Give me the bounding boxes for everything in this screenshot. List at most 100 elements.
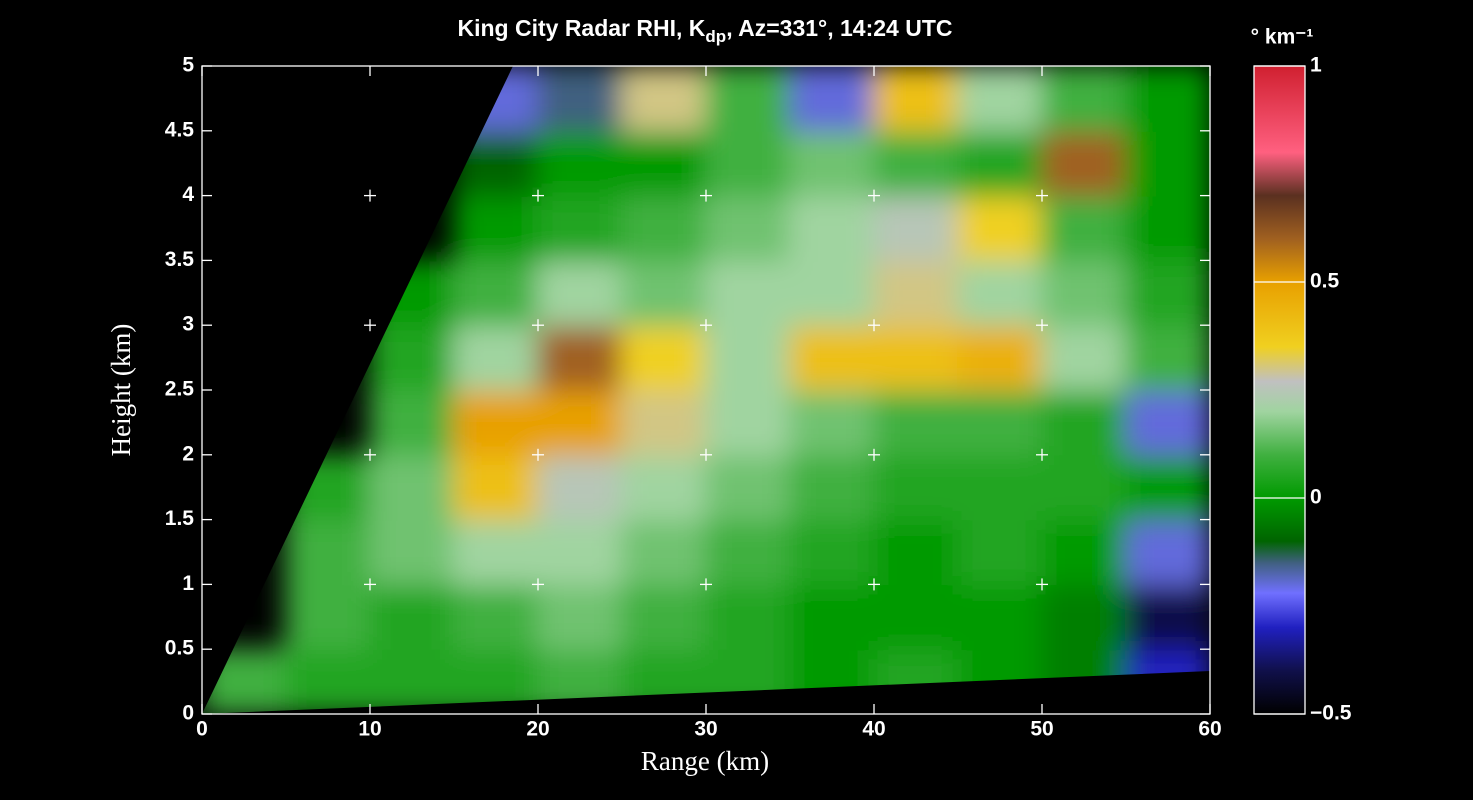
y-tick-label: 3.5 xyxy=(165,248,195,271)
cell xyxy=(453,453,539,521)
cell xyxy=(453,583,539,651)
cell xyxy=(1125,389,1210,456)
cell xyxy=(789,583,875,651)
cell xyxy=(285,518,371,586)
cell xyxy=(202,648,287,714)
cell xyxy=(873,324,959,391)
cell xyxy=(621,259,707,327)
cell xyxy=(1041,583,1127,651)
cell xyxy=(957,324,1043,391)
x-tick-label: 20 xyxy=(526,718,549,741)
cell xyxy=(621,389,707,456)
x-tick-label: 40 xyxy=(862,718,885,741)
cell xyxy=(621,129,707,197)
cell xyxy=(705,259,791,327)
cells xyxy=(202,66,1210,714)
cell xyxy=(621,66,707,132)
y-tick-label: 2 xyxy=(182,442,194,465)
cell xyxy=(369,518,455,586)
y-tick-label: 5 xyxy=(182,54,194,77)
cell xyxy=(873,129,959,197)
cell xyxy=(1041,389,1127,456)
x-tick-label: 30 xyxy=(694,718,717,741)
cell xyxy=(621,453,707,521)
cell xyxy=(537,389,623,456)
cell xyxy=(789,259,875,327)
cell xyxy=(537,518,623,586)
cell xyxy=(789,453,875,521)
cell xyxy=(537,583,623,651)
cell xyxy=(789,518,875,586)
cell xyxy=(453,259,539,327)
chart-title: King City Radar RHI, Kdp, Az=331°, 14:24… xyxy=(457,15,952,46)
cell xyxy=(873,583,959,651)
cell xyxy=(369,259,455,327)
y-tick-label: 0.5 xyxy=(165,637,195,660)
cell xyxy=(369,453,455,521)
y-tick-label: 1 xyxy=(182,572,194,595)
cell xyxy=(621,194,707,262)
cell xyxy=(1125,648,1210,714)
cell xyxy=(285,648,371,714)
cell xyxy=(705,648,791,714)
cell xyxy=(1125,66,1210,132)
cell xyxy=(789,194,875,262)
cell xyxy=(1125,194,1210,262)
cell xyxy=(537,648,623,714)
cell xyxy=(1125,259,1210,327)
cell xyxy=(789,324,875,391)
cell xyxy=(957,389,1043,456)
cell xyxy=(957,648,1043,714)
cell xyxy=(705,324,791,391)
cell xyxy=(873,389,959,456)
y-axis-label: Height (km) xyxy=(106,324,136,457)
cell xyxy=(453,129,539,197)
cell xyxy=(705,389,791,456)
cell xyxy=(873,453,959,521)
cell xyxy=(369,648,455,714)
cell xyxy=(789,129,875,197)
x-tick-label: 60 xyxy=(1198,718,1221,741)
cell xyxy=(537,194,623,262)
cell xyxy=(453,389,539,456)
colorbar-tick-label: 1 xyxy=(1310,54,1322,77)
cell xyxy=(705,129,791,197)
cell xyxy=(537,259,623,327)
cell xyxy=(957,194,1043,262)
cell xyxy=(789,389,875,456)
cell xyxy=(453,518,539,586)
y-tick-label: 3 xyxy=(182,313,194,336)
cell xyxy=(453,648,539,714)
y-tick-label: 1.5 xyxy=(165,507,195,530)
cell xyxy=(369,389,455,456)
cell xyxy=(1125,453,1210,521)
cell xyxy=(957,583,1043,651)
y-tick-label: 0 xyxy=(182,702,194,725)
cell xyxy=(957,518,1043,586)
cell xyxy=(957,129,1043,197)
cell xyxy=(873,194,959,262)
cell xyxy=(789,66,875,132)
cell xyxy=(621,518,707,586)
title-text: King City Radar RHI, K xyxy=(457,15,705,41)
cell xyxy=(621,583,707,651)
cell xyxy=(285,453,371,521)
cell xyxy=(1125,518,1210,586)
cell xyxy=(1125,129,1210,197)
y-tick-label: 2.5 xyxy=(165,378,195,401)
cell xyxy=(453,66,539,132)
colorbar xyxy=(1253,65,1306,715)
cell xyxy=(621,648,707,714)
cell xyxy=(453,194,539,262)
cell xyxy=(957,259,1043,327)
colorbar-label: ° km⁻¹ xyxy=(1251,26,1314,49)
cell xyxy=(705,66,791,132)
cell xyxy=(789,648,875,714)
cell xyxy=(537,129,623,197)
cell xyxy=(873,259,959,327)
cell xyxy=(705,518,791,586)
y-tick-label: 4 xyxy=(182,183,194,206)
cell xyxy=(873,648,959,714)
